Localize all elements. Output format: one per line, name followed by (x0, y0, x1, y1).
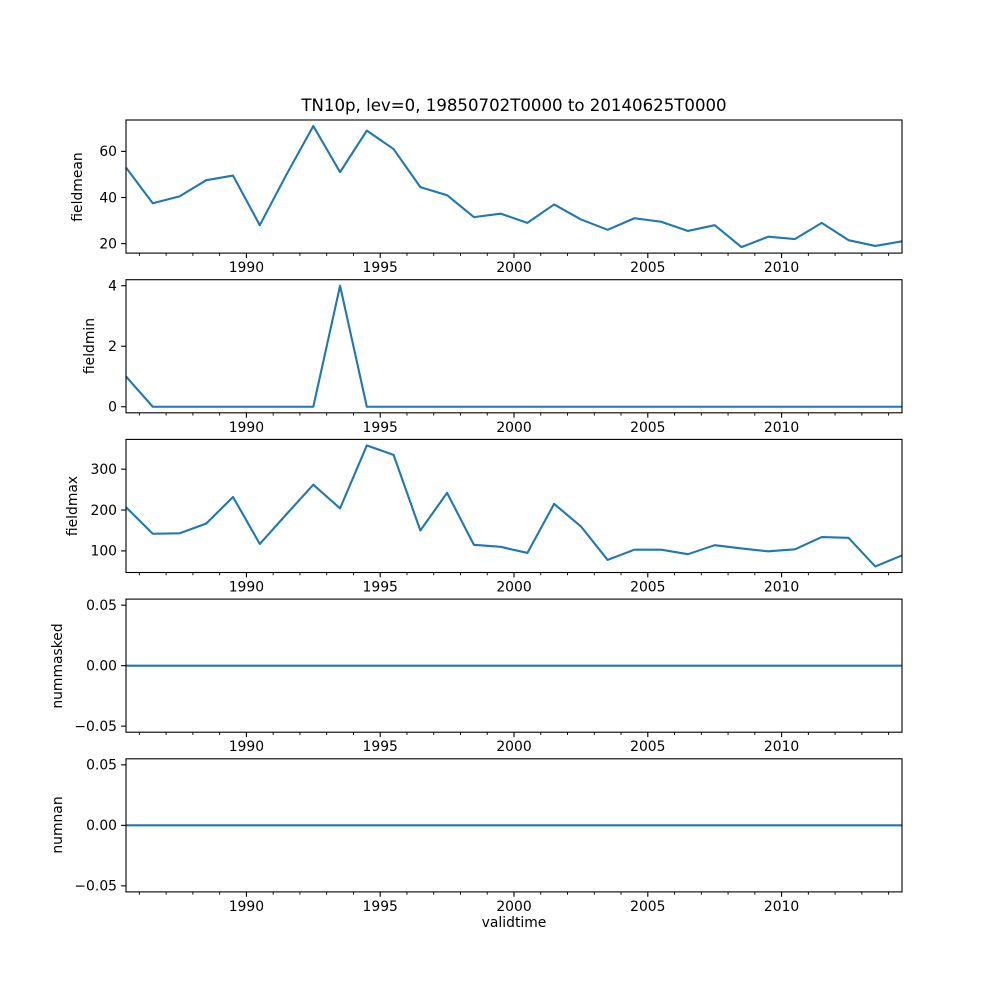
y-tick-label: 0.05 (86, 758, 117, 774)
x-tick-label: 1990 (229, 260, 264, 276)
x-tick-label: 1990 (229, 899, 264, 915)
fieldmax-line (125, 444, 903, 568)
fieldmean-line (125, 124, 903, 249)
fieldmin-axes-frame (125, 279, 903, 414)
numnan-axes-frame (125, 758, 903, 893)
x-tick-label: 1990 (229, 739, 264, 755)
y-tick-label: 100 (90, 544, 117, 560)
y-tick-label: 4 (108, 279, 117, 295)
x-tick-label: 2010 (764, 420, 799, 436)
x-tick-label: 2005 (630, 739, 665, 755)
xlabel-validtime: validtime (481, 915, 547, 931)
x-tick-label: 2010 (764, 899, 799, 915)
ylabel-fieldmin: fieldmin (82, 318, 98, 375)
fieldmax-axes-frame (125, 438, 903, 574)
ylabel-nummasked: nummasked (50, 622, 66, 709)
y-tick-label: 300 (90, 462, 117, 478)
x-tick-label: 2000 (496, 260, 531, 276)
y-tick-label: 20 (99, 236, 117, 252)
x-tick-label: 2005 (630, 580, 665, 596)
x-tick-label: 1995 (363, 899, 398, 915)
x-tick-label: 1990 (229, 420, 264, 436)
y-tick-label: 60 (99, 144, 117, 160)
x-tick-label: 1990 (229, 580, 264, 596)
x-tick-label: 2010 (764, 580, 799, 596)
y-tick-label: 0.00 (86, 658, 117, 674)
x-tick-label: 2005 (630, 899, 665, 915)
y-tick-label: 0.05 (86, 598, 117, 614)
y-tick-label: 40 (99, 190, 117, 206)
x-tick-label: 2010 (764, 739, 799, 755)
x-tick-label: 1995 (363, 580, 398, 596)
x-tick-label: 2000 (496, 420, 531, 436)
x-tick-label: 2010 (764, 260, 799, 276)
y-tick-label: 2 (108, 339, 117, 355)
y-tick-label: −0.05 (74, 879, 117, 895)
y-tick-label: −0.05 (74, 719, 117, 735)
y-tick-label: 0.00 (86, 818, 117, 834)
nummasked-axes-frame (125, 598, 903, 733)
x-tick-label: 2005 (630, 420, 665, 436)
ylabel-fieldmax: fieldmax (65, 475, 81, 537)
x-tick-label: 2000 (496, 899, 531, 915)
x-tick-label: 1995 (363, 739, 398, 755)
figure-title: TN10p, lev=0, 19850702T0000 to 20140625T… (301, 96, 727, 115)
ylabel-numnan: numnan (50, 796, 66, 854)
y-tick-label: 200 (90, 503, 117, 519)
y-tick-label: 0 (108, 400, 117, 416)
x-tick-label: 1995 (363, 260, 398, 276)
x-tick-label: 1995 (363, 420, 398, 436)
x-tick-label: 2000 (496, 580, 531, 596)
fieldmin-line (125, 284, 902, 408)
ylabel-fieldmean: fieldmean (70, 151, 86, 222)
x-tick-label: 2000 (496, 739, 531, 755)
x-tick-label: 2005 (630, 260, 665, 276)
fieldmean-axes-frame (125, 119, 903, 254)
